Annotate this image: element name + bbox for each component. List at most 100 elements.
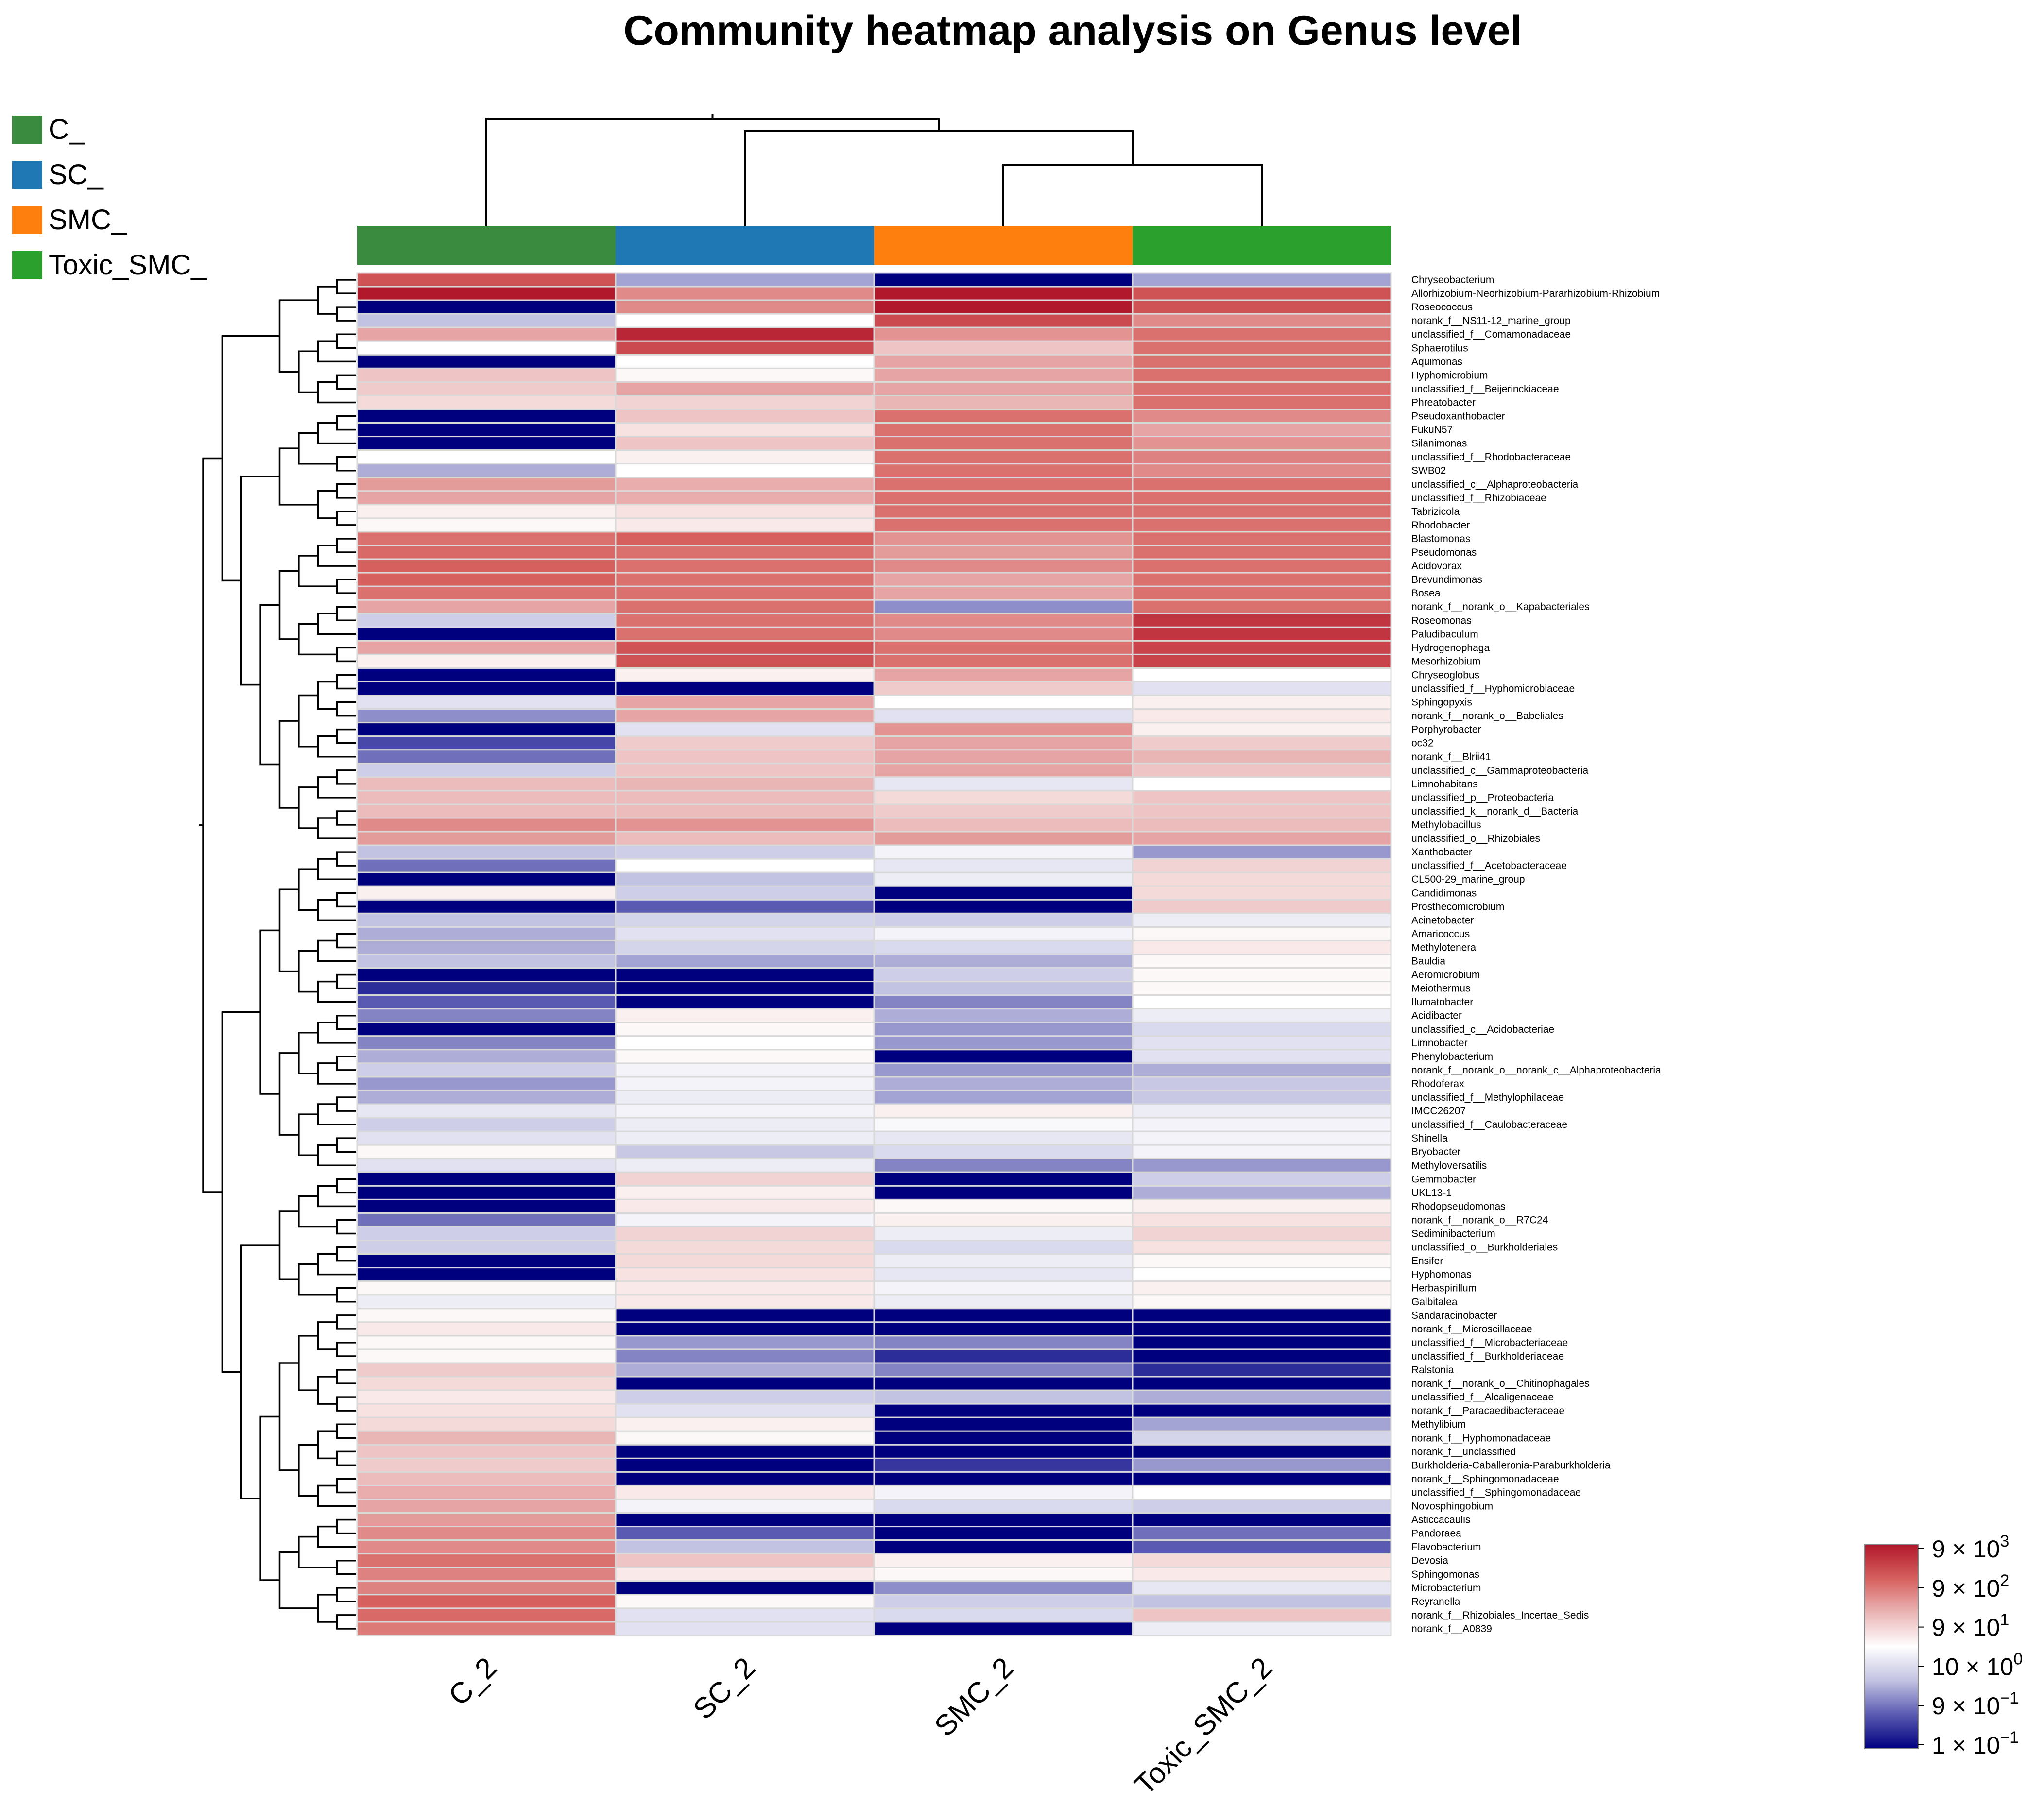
heatmap-cell bbox=[356, 1090, 617, 1105]
legend-label: C_ bbox=[49, 114, 85, 145]
heatmap-cell bbox=[615, 1430, 875, 1446]
heatmap-cell bbox=[615, 463, 875, 478]
row-label: oc32 bbox=[1411, 738, 1434, 749]
row-label: Aquimonas bbox=[1411, 356, 1462, 367]
row-dendrogram-branch bbox=[336, 374, 356, 390]
colorbar-tick-base: 10 × 10 bbox=[1932, 1653, 2013, 1680]
heatmap-cell bbox=[615, 626, 875, 642]
row-label: unclassified_f__Rhizobiaceae bbox=[1411, 493, 1546, 504]
heatmap-cell bbox=[356, 272, 617, 288]
row-dendrogram-branch bbox=[298, 1113, 318, 1156]
heatmap-cell bbox=[356, 831, 617, 846]
row-dendrogram-branch bbox=[336, 1396, 356, 1412]
heatmap-cell bbox=[615, 1267, 875, 1282]
heatmap-cell bbox=[615, 340, 875, 356]
heatmap-cell bbox=[356, 749, 617, 765]
heatmap-cell bbox=[873, 844, 1134, 860]
row-label: unclassified_f__Acetobacteraceae bbox=[1411, 860, 1567, 871]
heatmap-cell bbox=[873, 517, 1134, 533]
heatmap-cell bbox=[356, 844, 617, 860]
heatmap-cell bbox=[873, 871, 1134, 887]
heatmap-cell bbox=[873, 1008, 1134, 1023]
heatmap-cell bbox=[356, 313, 617, 328]
heatmap-cell bbox=[1132, 858, 1392, 873]
heatmap-cell bbox=[615, 1022, 875, 1037]
heatmap-cell bbox=[615, 1130, 875, 1146]
row-label: Phenylobacterium bbox=[1411, 1051, 1493, 1062]
row-label: Methylobacillus bbox=[1411, 819, 1481, 831]
row-label: norank_f__norank_o__norank_c__Alphaprote… bbox=[1411, 1065, 1661, 1076]
heatmap-cell bbox=[1132, 831, 1392, 846]
heatmap-cell bbox=[1132, 354, 1392, 369]
heatmap-cell bbox=[1132, 1212, 1392, 1227]
heatmap-cell bbox=[356, 1335, 617, 1350]
heatmap-cell bbox=[615, 749, 875, 765]
row-dendrogram-branch bbox=[336, 538, 356, 553]
row-label: Silanimonas bbox=[1411, 438, 1467, 449]
row-dendrogram-branch bbox=[336, 892, 356, 908]
heatmap-cell bbox=[873, 409, 1134, 424]
column-labels: C_2 SC_2 SMC_2 Toxic_SMC_2 bbox=[442, 1651, 1278, 1801]
heatmap-cell bbox=[873, 477, 1134, 492]
heatmap-cell bbox=[615, 776, 875, 792]
heatmap-cell bbox=[1132, 1621, 1392, 1636]
row-dendrogram-branch bbox=[259, 929, 280, 1095]
heatmap-cell bbox=[873, 708, 1134, 724]
heatmap-cell bbox=[1132, 1594, 1392, 1609]
heatmap-cell bbox=[873, 436, 1134, 451]
heatmap-cell bbox=[615, 326, 875, 342]
heatmap-cell bbox=[873, 1117, 1134, 1132]
heatmap-cell bbox=[873, 626, 1134, 642]
heatmap-cell bbox=[873, 1484, 1134, 1500]
heatmap-cell bbox=[615, 599, 875, 614]
row-label: norank_f__Sphingomonadaceae bbox=[1411, 1473, 1559, 1484]
heatmap-cell bbox=[873, 286, 1134, 301]
heatmap-cell bbox=[615, 1567, 875, 1582]
heatmap-cell bbox=[615, 381, 875, 396]
heatmap-cell bbox=[356, 1185, 617, 1200]
row-label: SWB02 bbox=[1411, 465, 1446, 477]
heatmap-cell bbox=[873, 790, 1134, 805]
colorbar-tick-exponent: 1 bbox=[2000, 1611, 2009, 1629]
heatmap-cell bbox=[356, 1022, 617, 1037]
heatmap-cell bbox=[356, 1117, 617, 1132]
heatmap-cell bbox=[873, 967, 1134, 983]
heatmap-cell bbox=[615, 817, 875, 833]
row-label: Bosea bbox=[1411, 588, 1441, 599]
row-label: unclassified_f__Beijerinckiaceae bbox=[1411, 383, 1559, 394]
heatmap-cell bbox=[615, 885, 875, 901]
heatmap-cell bbox=[615, 436, 875, 451]
heatmap-cell bbox=[1132, 626, 1392, 642]
row-dendrogram-branch bbox=[336, 606, 356, 622]
heatmap-cell bbox=[1132, 1198, 1392, 1214]
heatmap-cell bbox=[873, 1335, 1134, 1350]
heatmap-cell bbox=[615, 558, 875, 574]
group-legend: C_ SC_ SMC_ Toxic_SMC_ bbox=[12, 114, 207, 281]
heatmap-cell bbox=[356, 1567, 617, 1582]
heatmap-cell bbox=[873, 490, 1134, 506]
heatmap-cell bbox=[615, 1008, 875, 1023]
heatmap-cell bbox=[873, 1499, 1134, 1514]
heatmap-cell bbox=[615, 1362, 875, 1378]
heatmap-cell bbox=[356, 640, 617, 655]
row-dendrogram-branch bbox=[336, 511, 356, 526]
heatmap-cell bbox=[1132, 272, 1392, 288]
row-label: norank_f__norank_o__Kapabacteriales bbox=[1411, 601, 1590, 613]
heatmap-cell bbox=[1132, 695, 1392, 710]
heatmap-cell bbox=[873, 681, 1134, 697]
heatmap-cell bbox=[1132, 1103, 1392, 1119]
heatmap-cell bbox=[873, 463, 1134, 478]
row-dendrogram-branch bbox=[278, 570, 299, 640]
heatmap-cell bbox=[356, 354, 617, 369]
heatmap-cell bbox=[615, 722, 875, 737]
row-label: Sphingopyxis bbox=[1411, 697, 1472, 708]
heatmap-cell bbox=[356, 1580, 617, 1596]
row-dendrogram-branch bbox=[298, 1335, 318, 1391]
heatmap-cell bbox=[356, 803, 617, 819]
heatmap-cell bbox=[356, 899, 617, 914]
row-label: norank_f__norank_o__Chitinophagales bbox=[1411, 1378, 1590, 1389]
row-dendrogram-branch bbox=[336, 1478, 356, 1494]
group-bar-cell bbox=[874, 226, 1133, 265]
row-label: Meiothermus bbox=[1411, 983, 1470, 994]
